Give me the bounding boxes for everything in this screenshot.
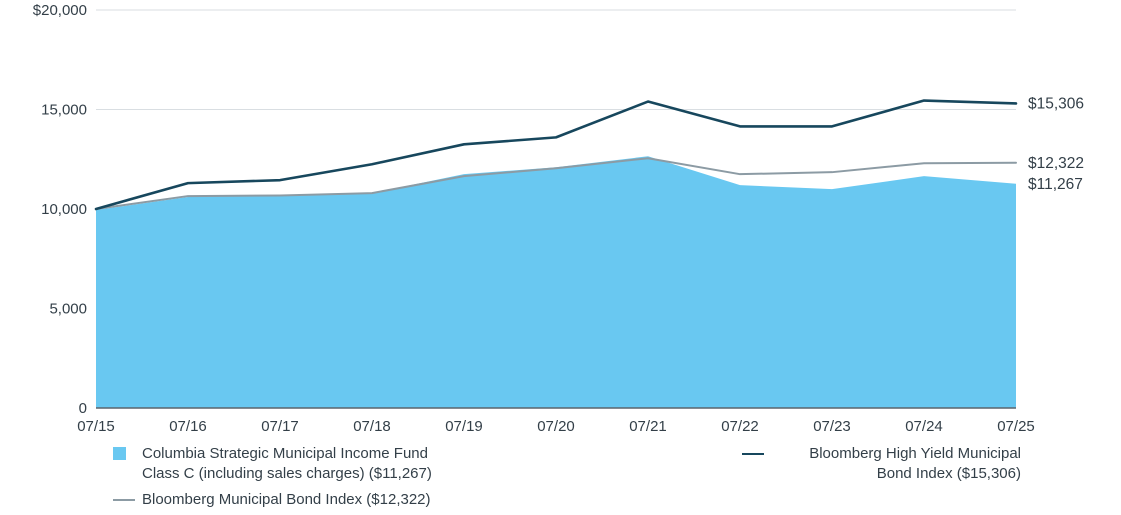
- x-tick-label: 07/25: [997, 418, 1035, 435]
- x-tick-label: 07/22: [721, 418, 759, 435]
- legend-label-fund: Columbia Strategic Municipal Income Fund…: [142, 445, 432, 482]
- x-tick-label: 07/20: [537, 418, 575, 435]
- legend-label-high-yield-index: Bloomberg High Yield Municipal Bond Inde…: [809, 445, 1021, 482]
- y-tick-label: 0: [79, 400, 87, 417]
- x-tick-label: 07/15: [77, 418, 115, 435]
- y-tick-label: 5,000: [49, 301, 87, 318]
- fund-area-shape: [96, 156, 1016, 408]
- high-yield-swatch-slot: [742, 444, 765, 455]
- legend-label-muni-index: Bloomberg Municipal Bond Index ($12,322): [142, 491, 431, 508]
- legend-right-column: Bloomberg High Yield Municipal Bond Inde…: [742, 444, 1021, 490]
- y-tick-label: 15,000: [41, 102, 87, 119]
- x-tick-label: 07/21: [629, 418, 667, 435]
- muni-index-line-swatch: [113, 499, 135, 501]
- muni-index-line: [95, 157, 1017, 210]
- x-tick-label: 07/16: [169, 418, 207, 435]
- legend-item-high-yield-index: Bloomberg High Yield Municipal Bond Inde…: [742, 444, 1021, 484]
- end-label-high-yield-index: $15,306: [1028, 95, 1084, 112]
- legend-item-muni-index: Bloomberg Municipal Bond Index ($12,322): [113, 490, 460, 510]
- muni-index-swatch-slot: [113, 490, 136, 501]
- end-label-fund: $11,267: [1028, 176, 1083, 193]
- x-tick-label: 07/18: [353, 418, 391, 435]
- end-label-muni-index: $12,322: [1028, 155, 1084, 172]
- fund-area-swatch: [113, 447, 126, 460]
- high-yield-index-line: [94, 99, 1018, 211]
- x-tick-label: 07/17: [261, 418, 299, 435]
- high-yield-index-line-swatch: [742, 453, 764, 455]
- x-tick-label: 07/24: [905, 418, 943, 435]
- y-tick-label: $20,000: [33, 2, 87, 19]
- legend-item-fund: Columbia Strategic Municipal Income Fund…: [113, 444, 460, 484]
- legend-left-column: Columbia Strategic Municipal Income Fund…: [113, 444, 460, 515]
- x-tick-label: 07/19: [445, 418, 483, 435]
- fund-swatch-slot: [113, 444, 136, 460]
- x-tick-label: 07/23: [813, 418, 851, 435]
- y-tick-label: 10,000: [41, 201, 87, 218]
- growth-chart-plot: 0 5,000 10,000 15,000 $20,000 $11,267 $12,322 $…: [33, 2, 1084, 435]
